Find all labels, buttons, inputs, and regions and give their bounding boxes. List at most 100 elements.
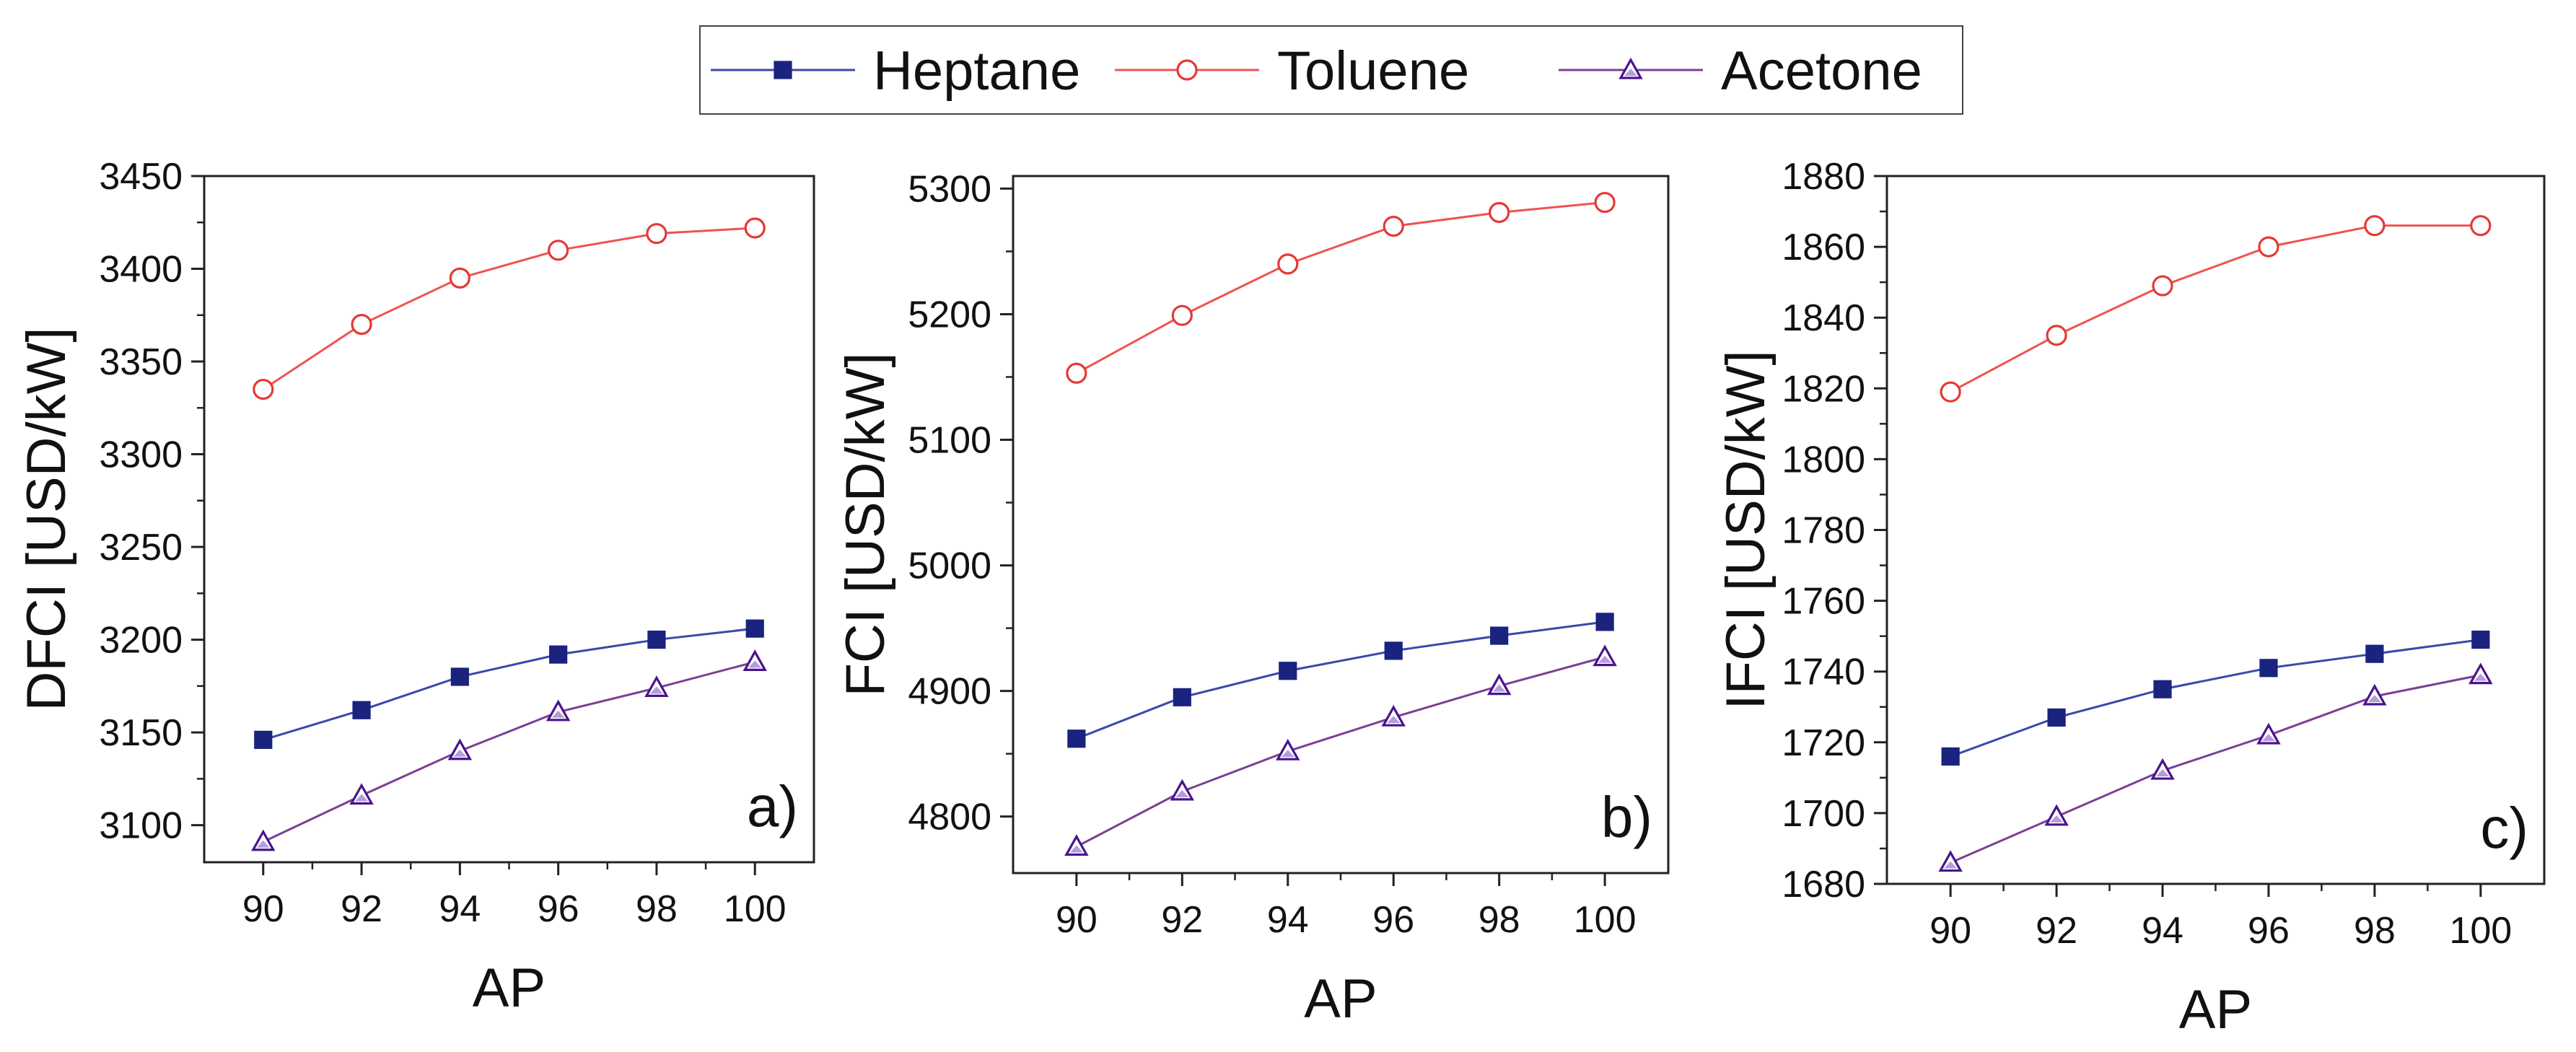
- panel-label: c): [2480, 796, 2528, 860]
- data-point-acetone: [447, 738, 473, 760]
- data-point-acetone: [644, 675, 669, 697]
- legend: Heptane Toluene Acetone: [699, 25, 1963, 115]
- data-point-heptane: [2047, 708, 2066, 727]
- triangle-marker-fill: [2474, 673, 2487, 681]
- triangle-marker-fill: [1598, 655, 1612, 663]
- y-tick-label: 3150: [99, 712, 183, 754]
- panel-a: 90 92 94 96 98 100 AP 3100 3150 3200 3250 3300 3350 3…: [16, 156, 815, 1019]
- data-point-toluene: [1066, 362, 1087, 384]
- y-tick-label: 4900: [908, 671, 991, 713]
- x-tick-label: 100: [724, 888, 787, 930]
- y-tick-label: 1800: [1782, 439, 1865, 481]
- triangle-marker-fill: [1944, 861, 1958, 869]
- series-heptane: [1067, 613, 1614, 748]
- data-point-acetone: [1938, 850, 1963, 872]
- triangle-marker-fill: [1492, 684, 1506, 692]
- data-point-toluene: [253, 378, 274, 400]
- legend-label: Toluene: [1277, 40, 1469, 102]
- y-tick-label: 1740: [1782, 652, 1865, 693]
- y-tick-label: 3300: [99, 434, 183, 476]
- series-line: [1076, 621, 1605, 740]
- series-line: [1076, 656, 1605, 848]
- data-point-toluene: [2470, 215, 2492, 237]
- y-tick-label: 3250: [99, 527, 183, 569]
- triangle-marker-fill: [1387, 716, 1401, 724]
- panel-label: b): [1601, 785, 1652, 849]
- series-line: [263, 660, 755, 843]
- data-point-heptane: [1279, 662, 1297, 680]
- data-point-acetone: [2468, 662, 2493, 685]
- triangle-marker-fill: [1281, 750, 1294, 758]
- data-point-acetone: [2150, 758, 2175, 780]
- data-point-acetone: [1381, 704, 1406, 727]
- y-tick-label: 5000: [908, 545, 991, 587]
- legend-label: Heptane: [873, 40, 1080, 102]
- y-tick-label: 1760: [1782, 581, 1865, 623]
- panel-label: a): [747, 774, 798, 838]
- triangle-marker-fill: [2261, 733, 2275, 741]
- x-tick-label: 98: [1478, 899, 1520, 941]
- triangle-marker-fill: [256, 840, 270, 848]
- x-tick-label: 94: [1267, 899, 1309, 941]
- y-tick-label: 1840: [1782, 297, 1865, 339]
- data-point-heptane: [1384, 641, 1403, 660]
- data-point-heptane: [2365, 644, 2384, 663]
- panel-c: 90 92 94 96 98 100 AP 1680 1700 1720 1740 1760 1780 1…: [1715, 156, 2546, 1040]
- x-tick-label: 92: [2036, 910, 2077, 952]
- data-point-heptane: [1173, 688, 1191, 706]
- x-tick-label: 92: [1161, 899, 1203, 941]
- data-point-toluene: [1489, 201, 1510, 224]
- x-tick-label: 94: [2142, 910, 2183, 952]
- series-acetone: [251, 649, 767, 851]
- data-point-toluene: [1594, 191, 1616, 214]
- y-tick-label: 1860: [1782, 227, 1865, 268]
- y-tick-label: 3350: [99, 341, 183, 383]
- triangle-marker-fill: [1069, 845, 1083, 853]
- series-line: [1076, 201, 1605, 374]
- x-axis-label: AP: [473, 957, 546, 1019]
- y-tick-label: 1720: [1782, 722, 1865, 764]
- data-point-acetone: [1064, 834, 1089, 856]
- x-tick-label: 98: [2354, 910, 2396, 952]
- x-tick-label: 100: [2449, 910, 2512, 952]
- x-tick-label: 96: [538, 888, 579, 930]
- x-tick-label: 100: [1574, 899, 1637, 941]
- data-point-toluene: [2258, 236, 2279, 258]
- y-tick-label: 5200: [908, 294, 991, 336]
- data-point-acetone: [1170, 779, 1195, 801]
- data-point-acetone: [2362, 683, 2387, 706]
- series-line: [1950, 639, 2481, 758]
- x-tick-label: 90: [1929, 910, 1971, 952]
- panel-b: 90 92 94 96 98 100 AP 4800 4900 5000 5100 5200 5300 F…: [835, 168, 1670, 1030]
- y-tick-label: 3450: [99, 156, 183, 198]
- data-point-acetone: [546, 699, 571, 722]
- data-point-toluene: [351, 314, 372, 336]
- data-point-heptane: [1067, 729, 1086, 748]
- data-point-heptane: [1490, 626, 1509, 645]
- triangle-marker-fill: [2156, 769, 2170, 777]
- plot-frame: [203, 175, 815, 864]
- legend-label: Acetone: [1721, 40, 1922, 102]
- data-point-heptane: [254, 730, 273, 749]
- data-point-heptane: [2259, 659, 2278, 678]
- data-point-toluene: [1940, 381, 1961, 403]
- triangle-marker-fill: [453, 749, 467, 757]
- triangle-marker-fill: [355, 794, 369, 802]
- data-point-toluene: [1171, 304, 1193, 326]
- plot-frame: [1012, 175, 1670, 875]
- x-axis-label: AP: [1304, 968, 1377, 1030]
- data-point-toluene: [1277, 253, 1299, 275]
- plot-frame: [1885, 175, 2546, 885]
- triangle-marker-fill: [551, 710, 565, 718]
- data-point-heptane: [2471, 630, 2490, 649]
- data-point-acetone: [1486, 673, 1512, 696]
- legend-marker-square: [774, 61, 792, 79]
- data-point-heptane: [1941, 747, 1960, 766]
- series-toluene: [253, 217, 766, 400]
- data-point-acetone: [1276, 738, 1300, 760]
- data-point-acetone: [1593, 644, 1617, 667]
- data-point-toluene: [646, 223, 667, 245]
- legend-entry-acetone: Acetone: [1559, 40, 1922, 102]
- series-acetone: [1938, 662, 2493, 872]
- data-point-toluene: [744, 217, 766, 239]
